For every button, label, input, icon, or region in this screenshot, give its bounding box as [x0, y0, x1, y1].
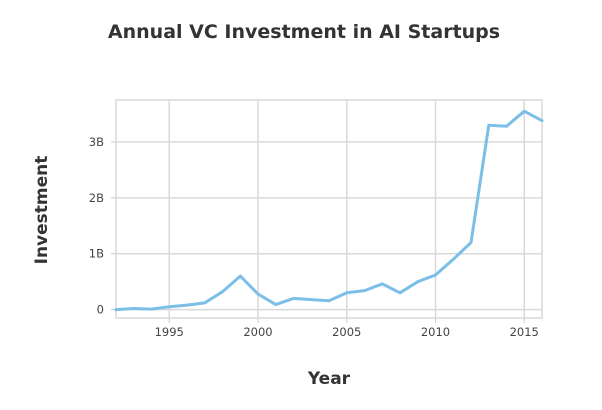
- y-axis-ticks: 0 1B 2B 3B: [89, 135, 116, 317]
- grid-lines: [116, 100, 542, 318]
- y-tick-label: 0: [97, 303, 104, 317]
- plot-area: [115, 99, 543, 319]
- y-tick-label: 3B: [89, 135, 104, 149]
- y-tick-label: 1B: [89, 247, 104, 261]
- series-line: [114, 109, 544, 312]
- x-tick-label: 2015: [510, 325, 539, 339]
- plot-frame: [115, 99, 543, 319]
- y-axis-label: Investment: [32, 156, 52, 265]
- y-tick-label: 2B: [89, 191, 104, 205]
- x-tick-label: 1995: [155, 325, 184, 339]
- x-axis-ticks: 1995 2000 2005 2010 2015: [155, 318, 539, 339]
- chart-title: Annual VC Investment in AI Startups: [108, 21, 500, 43]
- series-layer: [114, 109, 544, 312]
- x-tick-label: 2000: [243, 325, 272, 339]
- x-tick-label: 2005: [332, 325, 361, 339]
- x-tick-label: 2010: [421, 325, 450, 339]
- x-axis-label: Year: [307, 369, 351, 389]
